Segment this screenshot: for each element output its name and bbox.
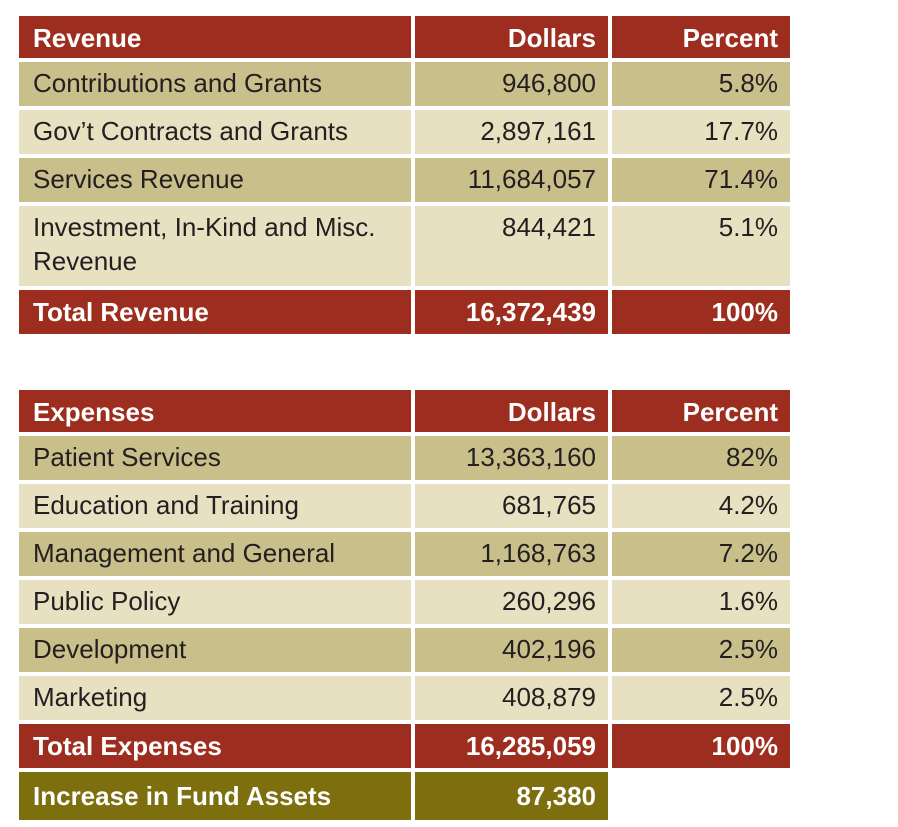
expenses-row-dollars: 681,765: [415, 484, 608, 528]
expenses-header-label: Expenses: [19, 390, 411, 432]
revenue-row-label: Gov’t Contracts and Grants: [19, 110, 411, 154]
expenses-row-label: Management and General: [19, 532, 411, 576]
revenue-row-percent: 17.7%: [612, 110, 790, 154]
expenses-row-dollars: 402,196: [415, 628, 608, 672]
revenue-header-percent: Percent: [612, 16, 790, 58]
revenue-row-percent: 5.8%: [612, 62, 790, 106]
expenses-header-percent: Percent: [612, 390, 790, 432]
total-expenses-dollars: 16,285,059: [415, 724, 608, 768]
revenue-row-percent: 5.1%: [612, 206, 790, 286]
expenses-row-dollars: 1,168,763: [415, 532, 608, 576]
revenue-header-dollars: Dollars: [415, 16, 608, 58]
expenses-row-dollars: 408,879: [415, 676, 608, 720]
total-revenue-label: Total Revenue: [19, 290, 411, 334]
revenue-table: Revenue Dollars Percent Contributions an…: [19, 16, 790, 334]
expenses-row-percent: 7.2%: [612, 532, 790, 576]
expenses-row-percent: 2.5%: [612, 676, 790, 720]
revenue-row-dollars: 844,421: [415, 206, 608, 286]
empty-cell: [612, 772, 790, 820]
revenue-row-dollars: 11,684,057: [415, 158, 608, 202]
expenses-row-label: Public Policy: [19, 580, 411, 624]
revenue-row-label: Contributions and Grants: [19, 62, 411, 106]
increase-fund-assets-label: Increase in Fund Assets: [19, 772, 411, 820]
increase-fund-assets-dollars: 87,380: [415, 772, 608, 820]
total-expenses-label: Total Expenses: [19, 724, 411, 768]
expenses-row-label: Education and Training: [19, 484, 411, 528]
revenue-row-label: Investment, In-Kind and Misc. Revenue: [19, 206, 411, 286]
expenses-row-percent: 82%: [612, 436, 790, 480]
expenses-row-label: Marketing: [19, 676, 411, 720]
total-revenue-dollars: 16,372,439: [415, 290, 608, 334]
expenses-row-percent: 2.5%: [612, 628, 790, 672]
revenue-row-dollars: 2,897,161: [415, 110, 608, 154]
expenses-row-label: Development: [19, 628, 411, 672]
expenses-row-percent: 4.2%: [612, 484, 790, 528]
expenses-row-label: Patient Services: [19, 436, 411, 480]
revenue-header-label: Revenue: [19, 16, 411, 58]
total-expenses-percent: 100%: [612, 724, 790, 768]
revenue-row-percent: 71.4%: [612, 158, 790, 202]
expenses-row-dollars: 13,363,160: [415, 436, 608, 480]
expenses-header-dollars: Dollars: [415, 390, 608, 432]
revenue-row-dollars: 946,800: [415, 62, 608, 106]
total-revenue-percent: 100%: [612, 290, 790, 334]
expenses-table: Expenses Dollars Percent Patient Service…: [19, 390, 790, 820]
revenue-row-label: Services Revenue: [19, 158, 411, 202]
expenses-row-percent: 1.6%: [612, 580, 790, 624]
expenses-row-dollars: 260,296: [415, 580, 608, 624]
